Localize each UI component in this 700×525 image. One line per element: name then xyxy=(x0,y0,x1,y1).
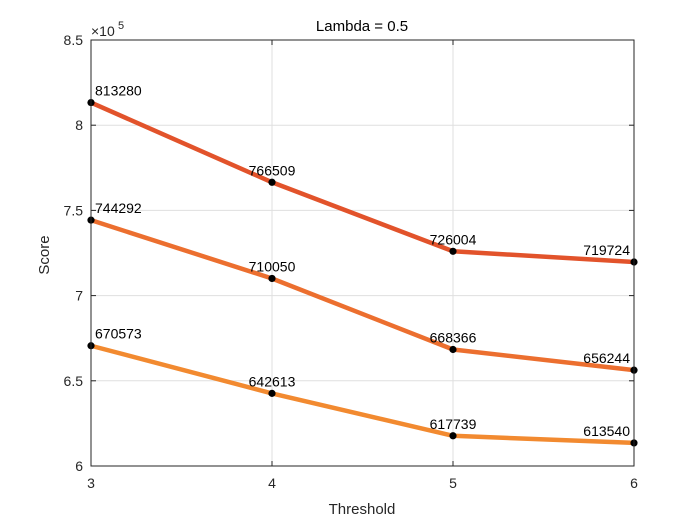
series-3-data-label-3: 613540 xyxy=(583,423,630,439)
series-3-data-label-0: 670573 xyxy=(95,326,142,342)
y-tick-label-5: 8.5 xyxy=(64,32,84,48)
x-tick-label-1: 4 xyxy=(268,475,276,491)
series-2-data-label-0: 744292 xyxy=(95,200,142,216)
series-3-point-1 xyxy=(268,389,276,397)
y-exponent-label: ×10 5 xyxy=(91,20,124,39)
series-1-data-label-0: 813280 xyxy=(95,83,142,99)
series-1-data-label-1: 766509 xyxy=(249,162,296,178)
chart-title: Lambda = 0.5 xyxy=(316,18,408,35)
series-2-point-1 xyxy=(268,274,276,283)
y-tick-label-3: 7.5 xyxy=(64,202,84,218)
y-axis-label: Score xyxy=(36,235,53,274)
y-tick-label-4: 8 xyxy=(75,117,83,133)
series-2-data-label-3: 656244 xyxy=(583,350,630,366)
y-exponent-power: 5 xyxy=(118,20,124,32)
x-tick-label-3: 6 xyxy=(630,475,638,491)
series-3-point-2 xyxy=(449,432,457,440)
axes-box xyxy=(90,39,635,467)
series-1-line xyxy=(88,100,637,265)
x-axis-label: Threshold xyxy=(329,501,396,518)
series-2-point-2 xyxy=(449,345,457,354)
x-tick-label-2: 5 xyxy=(449,475,457,491)
series-2-data-label-1: 710050 xyxy=(249,258,296,274)
y-tick-label-0: 6 xyxy=(75,458,83,474)
plot-area xyxy=(91,40,634,466)
series-3-line xyxy=(88,343,637,446)
y-tick-label-1: 6.5 xyxy=(64,373,84,389)
y-exponent-base: ×10 xyxy=(91,23,115,39)
series-1-point-1 xyxy=(268,178,276,186)
series-1-data-label-2: 726004 xyxy=(430,231,477,247)
series-1-point-2 xyxy=(449,247,457,255)
series-1-data-label-3: 719724 xyxy=(583,242,630,258)
series-3-data-label-2: 617739 xyxy=(430,416,477,432)
y-tick-label-2: 7 xyxy=(75,288,83,304)
series-3-data-label-1: 642613 xyxy=(249,373,296,389)
series-2-line xyxy=(88,217,637,373)
series-2-data-label-2: 668366 xyxy=(430,330,477,346)
x-tick-label-0: 3 xyxy=(87,475,95,491)
